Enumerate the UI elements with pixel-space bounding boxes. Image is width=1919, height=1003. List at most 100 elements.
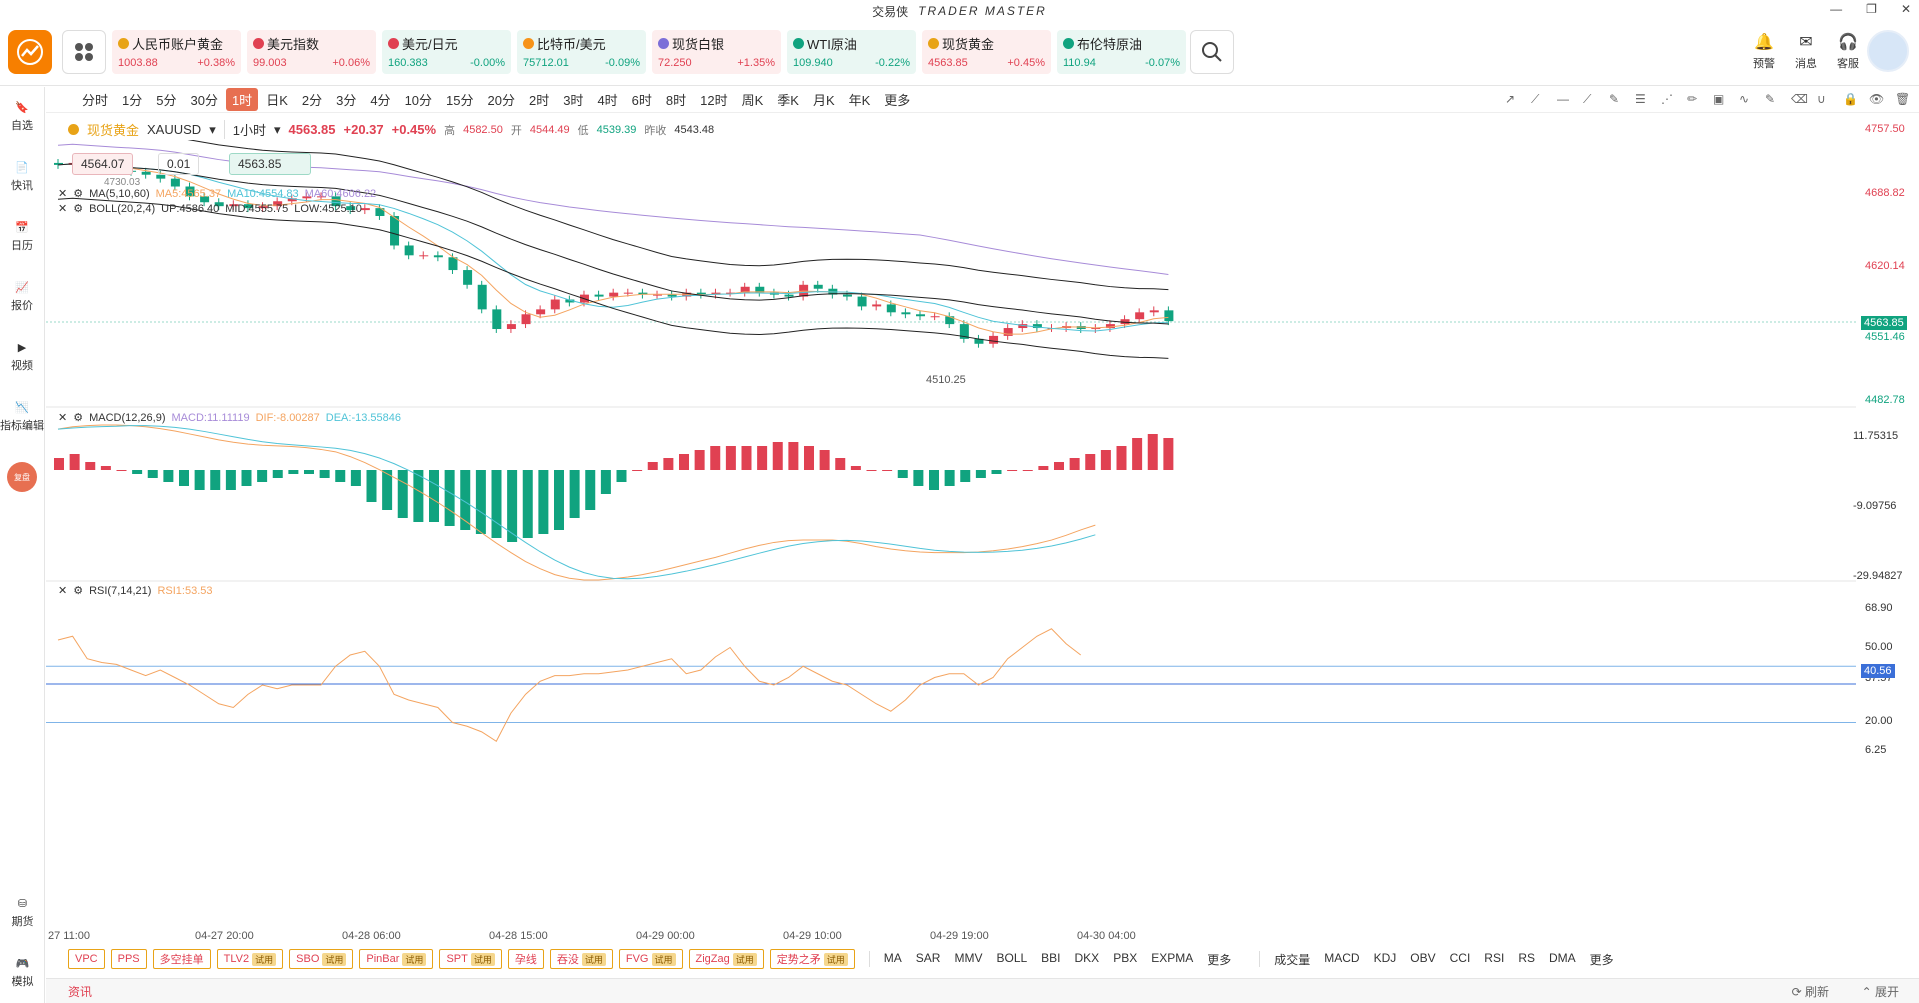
strategy-tag[interactable]: SBO 试用 — [289, 949, 354, 969]
brush-tool-icon[interactable]: ✏ — [1687, 92, 1698, 106]
alert-button[interactable]: 🔔 预警 — [1753, 32, 1775, 71]
symbol-name[interactable]: 现货黄金 — [87, 123, 140, 138]
eye-tool-icon[interactable]: 👁 — [1869, 92, 1885, 106]
strategy-tag[interactable]: FVG 试用 — [618, 949, 683, 969]
ticker-card[interactable]: 人民币账户黄金 1003.88 +0.38% — [112, 30, 241, 74]
timeframe-tab[interactable]: 12时 — [700, 93, 728, 108]
timeframe-tab[interactable]: 2分 — [301, 93, 323, 108]
settings-icon[interactable]: ⚙ — [73, 203, 84, 215]
magnet-tool-icon[interactable]: ∪ — [1817, 92, 1826, 106]
message-button[interactable]: ✉ 消息 — [1795, 32, 1817, 71]
indicator-button[interactable]: DKX — [1074, 950, 1100, 965]
news-tab[interactable]: 资讯 — [68, 984, 93, 999]
ticker-card[interactable]: 比特币/美元 75712.01 -0.09% — [517, 30, 646, 74]
strategy-tag[interactable]: 孕线 — [507, 949, 544, 969]
indicator-button[interactable]: OBV — [1410, 950, 1436, 965]
timeframe-tab[interactable]: 8时 — [665, 93, 687, 108]
ticker-card[interactable]: 美元/日元 160.383 -0.00% — [382, 30, 511, 74]
expand-button[interactable]: ⌃ 展开 — [1861, 984, 1899, 999]
settings-icon[interactable]: ⚙ — [73, 188, 84, 200]
symbol-code[interactable]: XAUUSD — [147, 122, 202, 137]
strategy-tag[interactable]: 定势之矛 试用 — [769, 949, 855, 969]
wave-tool-icon[interactable]: ∿ — [1739, 92, 1750, 106]
trend-tool-icon[interactable]: ⟋ — [1583, 92, 1592, 106]
gann-tool-icon[interactable]: ⋰ — [1661, 92, 1673, 106]
indicator-button[interactable]: EXPMA — [1151, 950, 1194, 965]
sidebar-item-simulate[interactable]: 🎮 模拟 — [0, 943, 45, 1003]
indicator-button[interactable]: BBI — [1041, 950, 1061, 965]
chart-area[interactable]: 4564.07 0.01 4563.85 4730.03 ✕ ⚙ MA(5,10,… — [46, 123, 1919, 942]
indicator-button[interactable]: 更多 — [1207, 952, 1232, 967]
strategy-tag[interactable]: ZigZag 试用 — [688, 949, 764, 969]
ticker-card[interactable]: 美元指数 99.003 +0.06% — [247, 30, 376, 74]
app-logo[interactable] — [8, 30, 52, 74]
indicator-button[interactable]: SAR — [915, 950, 941, 965]
sidebar-item-futures[interactable]: ⛁ 期货 — [0, 883, 45, 943]
indicator-button[interactable]: KDJ — [1373, 950, 1397, 965]
pen-tool-icon[interactable]: ✎ — [1609, 92, 1620, 106]
timeframe-tab[interactable]: 4分 — [370, 93, 391, 108]
indicator-button[interactable]: MA — [883, 950, 902, 965]
apps-menu-button[interactable] — [62, 30, 106, 74]
indicator-button[interactable]: RS — [1518, 950, 1535, 965]
strategy-tag[interactable]: TLV2 试用 — [216, 949, 284, 969]
refresh-button[interactable]: ⟳ 刷新 — [1791, 984, 1829, 999]
timeframe-tab[interactable]: 1分 — [122, 93, 143, 108]
timeframe-tab[interactable]: 年K — [848, 93, 871, 108]
indicator-button[interactable]: 更多 — [1589, 952, 1614, 967]
interval-select[interactable]: 1小时 — [223, 120, 266, 139]
ticker-card[interactable]: 现货白银 72.250 +1.35% — [652, 30, 781, 74]
timeframe-tab[interactable]: 3分 — [336, 93, 357, 108]
strategy-tag[interactable]: 吞没 试用 — [549, 949, 613, 969]
indicator-button[interactable]: PBX — [1113, 950, 1138, 965]
sidebar-item-news[interactable]: 📄 快讯 — [0, 147, 44, 207]
search-button[interactable] — [1190, 30, 1234, 74]
timeframe-tab[interactable]: 4时 — [597, 93, 618, 108]
buy-price-button[interactable]: 4563.85 — [229, 153, 311, 175]
chart-svg[interactable] — [46, 129, 1919, 940]
timeframe-tab[interactable]: 日K — [266, 93, 288, 108]
service-button[interactable]: 🎧 客服 — [1837, 32, 1859, 71]
settings-icon[interactable]: ⚙ — [73, 412, 84, 424]
close-icon[interactable]: ✕ — [58, 412, 68, 424]
hline-tool-icon[interactable]: — — [1557, 92, 1569, 106]
strategy-tag[interactable]: VPC — [68, 949, 105, 969]
sidebar-item-indicator-edit[interactable]: 📉 指标编辑 — [0, 387, 44, 447]
strategy-tag[interactable]: 多空挂单 — [152, 949, 211, 969]
indicator-button[interactable]: DMA — [1548, 950, 1576, 965]
trash-tool-icon[interactable]: 🗑 — [1895, 92, 1911, 106]
ticker-card[interactable]: WTI原油 109.940 -0.22% — [787, 30, 916, 74]
indicator-button[interactable]: 成交量 — [1274, 952, 1311, 967]
close-icon[interactable]: ✕ — [1900, 2, 1911, 16]
close-icon[interactable]: ✕ — [58, 188, 68, 200]
indicator-button[interactable]: MACD — [1324, 950, 1360, 965]
sidebar-item-watchlist[interactable]: 🔖 自选 — [0, 87, 44, 147]
timeframe-tab[interactable]: 2时 — [528, 93, 550, 108]
sidebar-item-replay[interactable]: 复盘 — [0, 447, 44, 507]
avatar[interactable] — [1867, 30, 1909, 72]
timeframe-tab[interactable]: 20分 — [487, 93, 515, 108]
sidebar-item-video[interactable]: ▶ 视频 — [0, 327, 44, 387]
fib-tool-icon[interactable]: ☰ — [1635, 92, 1646, 106]
sell-price-button[interactable]: 4564.07 — [72, 153, 134, 175]
timeframe-tab[interactable]: 1时 — [225, 88, 259, 111]
indicator-button[interactable]: MMV — [954, 950, 983, 965]
sidebar-item-quotes[interactable]: 📈 报价 — [0, 267, 44, 327]
sidebar-item-calendar[interactable]: 📅 日历 — [0, 207, 44, 267]
line-tool-icon[interactable]: ⟋ — [1531, 92, 1540, 106]
ticker-card[interactable]: 布伦特原油 110.94 -0.07% — [1057, 30, 1186, 74]
indicator-button[interactable]: BOLL — [996, 950, 1028, 965]
indicator-button[interactable]: RSI — [1484, 950, 1505, 965]
timeframe-tab[interactable]: 分时 — [82, 93, 109, 108]
maximize-icon[interactable]: ❐ — [1866, 2, 1877, 16]
strategy-tag[interactable]: SPT 试用 — [439, 949, 502, 969]
strategy-tag[interactable]: PPS — [110, 949, 147, 969]
timeframe-tab[interactable]: 月K — [812, 93, 835, 108]
quantity-stepper[interactable]: 0.01 — [158, 153, 200, 175]
ray-tool-icon[interactable]: ↗ — [1505, 92, 1516, 106]
edit-tool-icon[interactable]: ✎ — [1765, 92, 1776, 106]
timeframe-tab[interactable]: 更多 — [884, 93, 911, 108]
lock-tool-icon[interactable]: 🔒 — [1843, 92, 1858, 106]
close-icon[interactable]: ✕ — [58, 585, 68, 597]
dropdown-icon[interactable]: ▾ — [273, 121, 281, 137]
